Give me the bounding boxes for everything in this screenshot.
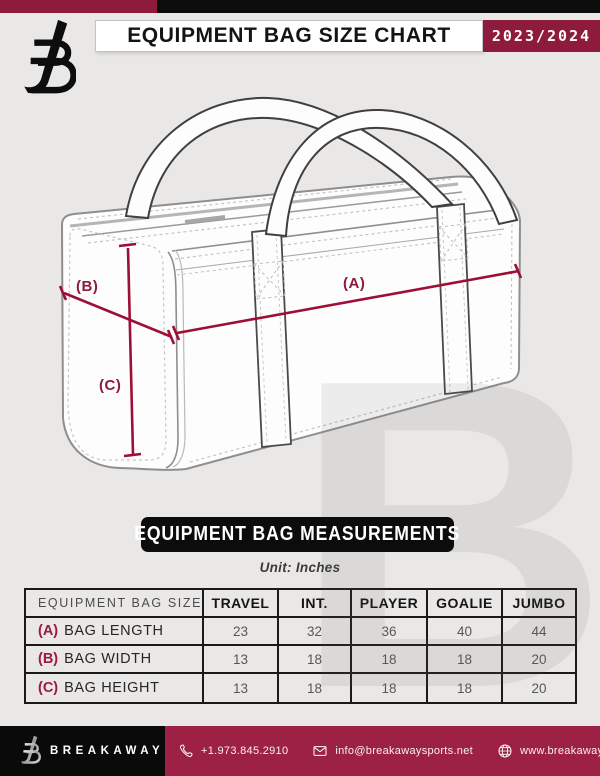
row-label-bag-height: (C) BAG HEIGHT (24, 674, 204, 702)
cell-width-player: 18 (352, 646, 428, 674)
col-header-size: EQUIPMENT BAG SIZE (24, 590, 204, 618)
page-title: EQUIPMENT BAG SIZE CHART (127, 24, 451, 47)
footer-email[interactable]: info@breakawaysports.net (312, 743, 473, 759)
measurements-banner: EQUIPMENT BAG MEASUREMENTS (134, 517, 460, 552)
breakaway-logo-footer (20, 735, 41, 764)
footer-brand-block: BREAKAWAY (0, 726, 165, 776)
stitch-box-right (438, 223, 469, 262)
size-table: EQUIPMENT BAG SIZE TRAVEL INT. PLAYER GO… (24, 588, 577, 704)
dimension-label-b: (B) (76, 278, 98, 295)
col-header-jumbo: JUMBO (503, 590, 577, 618)
cell-height-int: 18 (279, 674, 352, 702)
footer-phone[interactable]: +1.973.845.2910 (178, 743, 288, 759)
front-strap-left (251, 228, 292, 448)
measurements-banner-label: EQUIPMENT BAG MEASUREMENTS (134, 523, 461, 545)
phone-icon (180, 744, 193, 757)
zipper-pull (184, 215, 226, 224)
footer-website-text: www.breakawaysports.net (520, 745, 600, 757)
cell-length-goalie: 40 (428, 618, 503, 646)
breakaway-logo (24, 19, 76, 94)
cell-width-int: 18 (279, 646, 352, 674)
front-strap-right (436, 202, 473, 396)
cell-height-goalie: 18 (428, 674, 503, 702)
footer-brand-name: BREAKAWAY (50, 745, 165, 757)
dimension-label-a: (A) (343, 275, 365, 292)
email-icon (313, 746, 327, 756)
dimension-arrows (58, 242, 523, 458)
top-accent-strip-maroon (0, 0, 157, 13)
cell-width-jumbo: 20 (503, 646, 577, 674)
cell-width-travel: 13 (204, 646, 279, 674)
col-header-travel: TRAVEL (204, 590, 279, 618)
unit-label: Unit: Inches (259, 560, 341, 575)
footer-website[interactable]: www.breakawaysports.net (497, 743, 600, 759)
top-accent-strip (0, 0, 600, 13)
stitch-box-left (253, 260, 286, 300)
season-badge: 2023/2024 (483, 20, 600, 52)
cell-length-jumbo: 44 (503, 618, 577, 646)
footer: BREAKAWAY +1.973.845.2910 info@breakaway… (0, 726, 600, 776)
footer-contacts: +1.973.845.2910 info@breakawaysports.net… (178, 726, 600, 776)
row-label-bag-length: (A) BAG LENGTH (24, 618, 204, 646)
footer-email-text: info@breakawaysports.net (335, 745, 473, 757)
cell-height-player: 18 (352, 674, 428, 702)
col-header-goalie: GOALIE (428, 590, 503, 618)
col-header-player: PLAYER (352, 590, 428, 618)
equipment-bag-diagram: (A) (B) (C) (58, 96, 523, 471)
dimension-label-c: (C) (99, 377, 121, 394)
cell-height-travel: 13 (204, 674, 279, 702)
page-title-box: EQUIPMENT BAG SIZE CHART (95, 20, 483, 52)
col-header-int: INT. (279, 590, 352, 618)
globe-icon (498, 744, 512, 758)
cell-length-int: 32 (279, 618, 352, 646)
cell-height-jumbo: 20 (503, 674, 577, 702)
cell-length-travel: 23 (204, 618, 279, 646)
row-label-bag-width: (B) BAG WIDTH (24, 646, 204, 674)
cell-length-player: 36 (352, 618, 428, 646)
season-label: 2023/2024 (491, 27, 592, 45)
bag-handle-rear (124, 96, 455, 220)
bag-handle-front (264, 108, 519, 238)
footer-phone-text: +1.973.845.2910 (201, 745, 289, 757)
cell-width-goalie: 18 (428, 646, 503, 674)
